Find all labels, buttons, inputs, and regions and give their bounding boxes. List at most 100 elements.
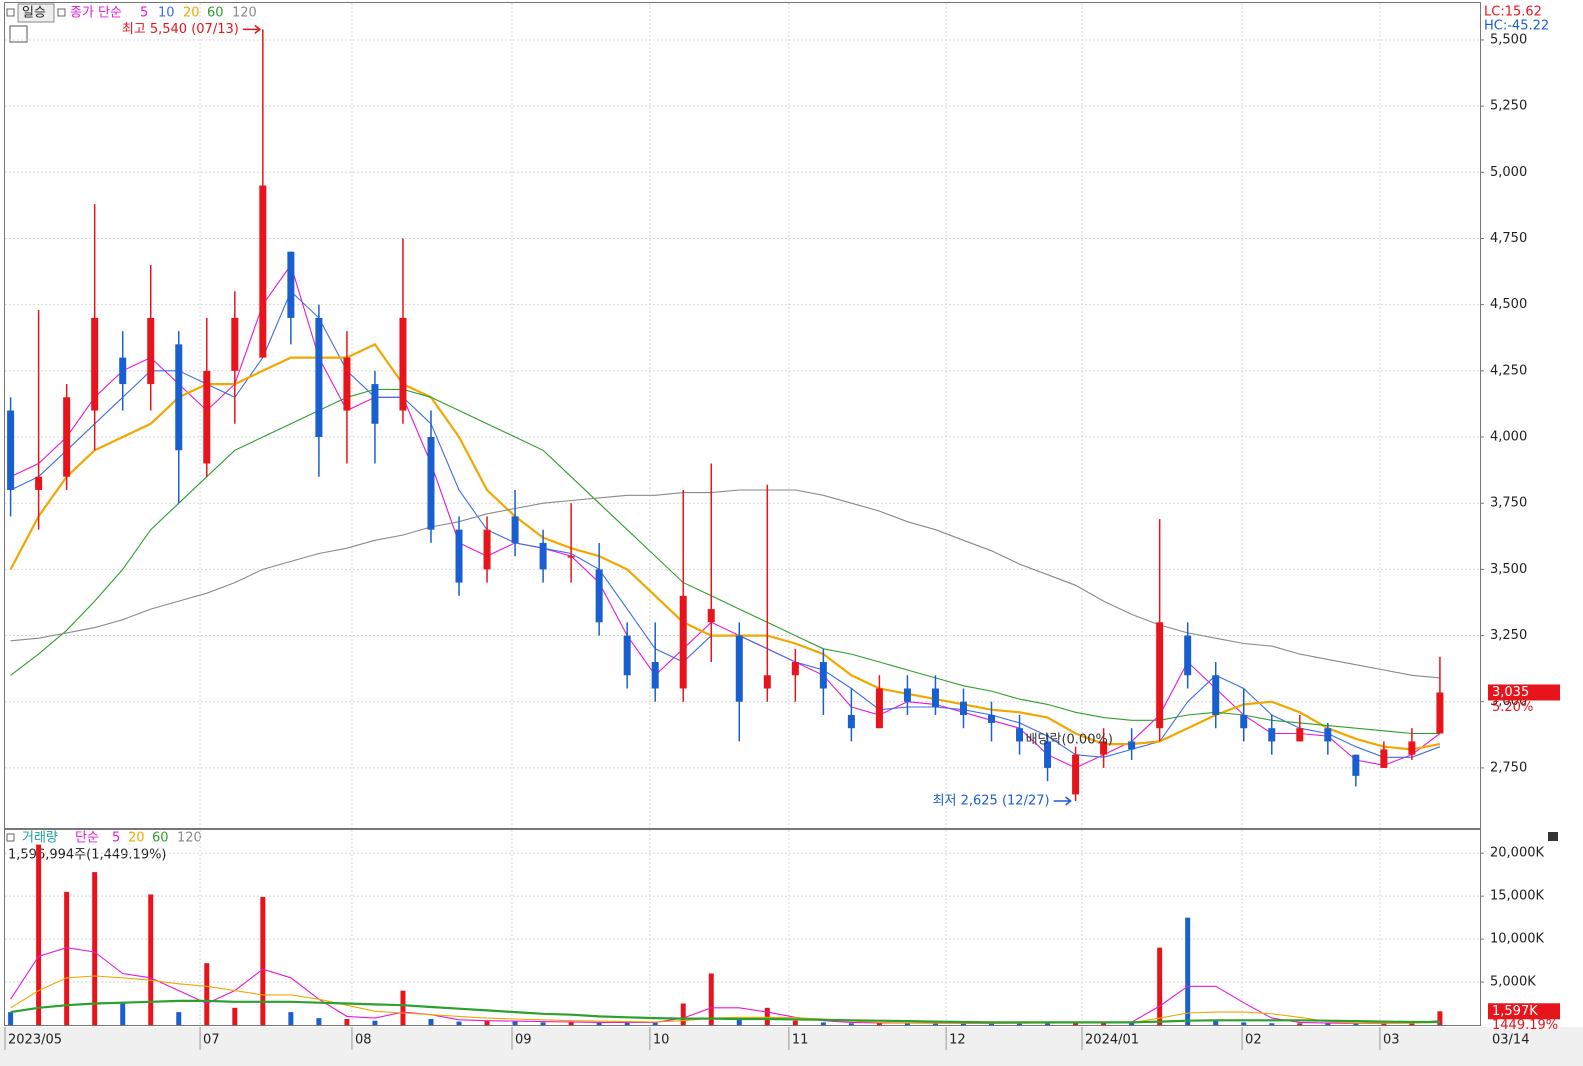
ma-line: [10, 947, 1440, 1024]
low-arrow: [1053, 796, 1072, 806]
candle-body: [1212, 675, 1220, 715]
y-tick-label: 5,250: [1490, 99, 1527, 114]
candle-body: [7, 410, 15, 490]
menu-icon[interactable]: [6, 8, 15, 17]
volume-bar: [624, 1022, 630, 1025]
candle-body: [203, 370, 211, 464]
close-icon[interactable]: [1548, 832, 1558, 841]
legend-entry: 20: [128, 831, 145, 846]
last-volume-tag: [1488, 1003, 1560, 1020]
volume-bar: [176, 1012, 182, 1025]
period[interactable]: 일승: [22, 6, 46, 21]
volume-bar: [484, 1020, 490, 1025]
volume-bar: [1381, 1023, 1387, 1025]
volume-bar: [344, 1018, 350, 1025]
volume-bar: [92, 872, 98, 1025]
volume-bar: [736, 1018, 742, 1025]
volume-bar: [989, 1023, 995, 1025]
candle-body: [1380, 749, 1388, 768]
ma-line: [10, 489, 1440, 679]
volume-bar: [428, 1018, 434, 1025]
volume-bar: [820, 1022, 826, 1025]
volume-bar: [36, 844, 42, 1025]
volume-bar: [652, 1022, 658, 1025]
candle-body: [371, 384, 379, 424]
candle-body: [903, 688, 911, 702]
volume-bar: [932, 1023, 938, 1025]
x-tick-label: 09: [515, 1033, 532, 1048]
legend-entry: 60: [207, 6, 224, 21]
lc: LC:15.62: [1484, 5, 1542, 20]
low-note: 최저 2,625 (12/27): [933, 793, 1050, 808]
candle-body: [1324, 728, 1332, 742]
volume-bar: [1101, 1022, 1107, 1025]
table-icon[interactable]: [9, 25, 28, 43]
candle-body: [623, 635, 631, 676]
volume-bar: [680, 1003, 686, 1025]
volume-bar: [1325, 1023, 1331, 1025]
candle-body: [1044, 741, 1052, 768]
candle-body: [343, 357, 351, 411]
x-tick-label: 08: [355, 1033, 372, 1048]
volume-bar: [1269, 1023, 1275, 1025]
volume-bar: [1045, 1022, 1051, 1025]
volume-bar: [8, 1012, 14, 1025]
ma-line: [10, 999, 1440, 1024]
x-tick-label: 11: [792, 1033, 809, 1048]
candle-body: [763, 675, 771, 689]
y-tick-label: 4,250: [1490, 363, 1527, 378]
volume-bar: [540, 1022, 546, 1025]
volume-bar: [848, 1023, 854, 1025]
volume-bar: [596, 1022, 602, 1025]
candle-body: [315, 317, 323, 438]
volume-bar: [568, 1022, 574, 1025]
volume-bar: [288, 1012, 294, 1025]
x-tick-label: 2024/01: [1085, 1033, 1139, 1048]
y-tick-label: 20,000K: [1490, 846, 1544, 861]
candle-body: [1072, 754, 1080, 795]
legend-entry: 5: [140, 6, 148, 21]
candle-body: [1352, 754, 1360, 776]
y-tick-label: 5,000K: [1490, 975, 1536, 990]
candle-body: [1268, 728, 1276, 742]
candle-body: [1408, 741, 1416, 755]
volume-title: 거래량: [22, 831, 58, 846]
candle-body: [1240, 714, 1248, 729]
period-box[interactable]: [17, 3, 55, 23]
x-tick-label: 10: [653, 1033, 670, 1048]
candle-body: [1296, 728, 1304, 742]
volume-bar: [260, 897, 266, 1025]
volume-bar: [708, 973, 714, 1025]
volume-bar: [960, 1023, 966, 1025]
legend-entry: 20: [183, 6, 200, 21]
x-tick-label: 2023/05: [8, 1033, 62, 1048]
legend-entry: 5: [112, 831, 120, 846]
volume-bar: [232, 1007, 238, 1025]
legend-entry: 120: [232, 6, 257, 21]
menu-icon[interactable]: [6, 833, 15, 842]
volume-bar: [204, 963, 210, 1025]
candle-body: [819, 662, 827, 689]
candle-body: [735, 635, 743, 702]
candle-body: [455, 529, 463, 583]
candle-body: [483, 529, 491, 570]
menu-icon[interactable]: [57, 8, 66, 17]
candle-body: [1156, 622, 1164, 729]
candle-body: [1100, 741, 1108, 755]
ma-label: 단순: [75, 831, 99, 846]
y-tick-label: 5,500: [1490, 32, 1527, 47]
volume-bar: [316, 1018, 322, 1025]
volume-bar: [764, 1007, 770, 1025]
ma-line: [10, 263, 1441, 769]
volume-bar: [1185, 917, 1191, 1025]
candle-body: [287, 251, 295, 318]
volume-bar: [456, 1021, 462, 1025]
candle-body: [1128, 741, 1136, 750]
x-tick-label: 02: [1245, 1033, 1262, 1048]
ma-label: 종가 단순: [70, 6, 122, 21]
candle-body: [119, 357, 127, 385]
candle-body: [959, 701, 967, 715]
candle-body: [595, 569, 603, 623]
candle-body: [175, 344, 183, 451]
